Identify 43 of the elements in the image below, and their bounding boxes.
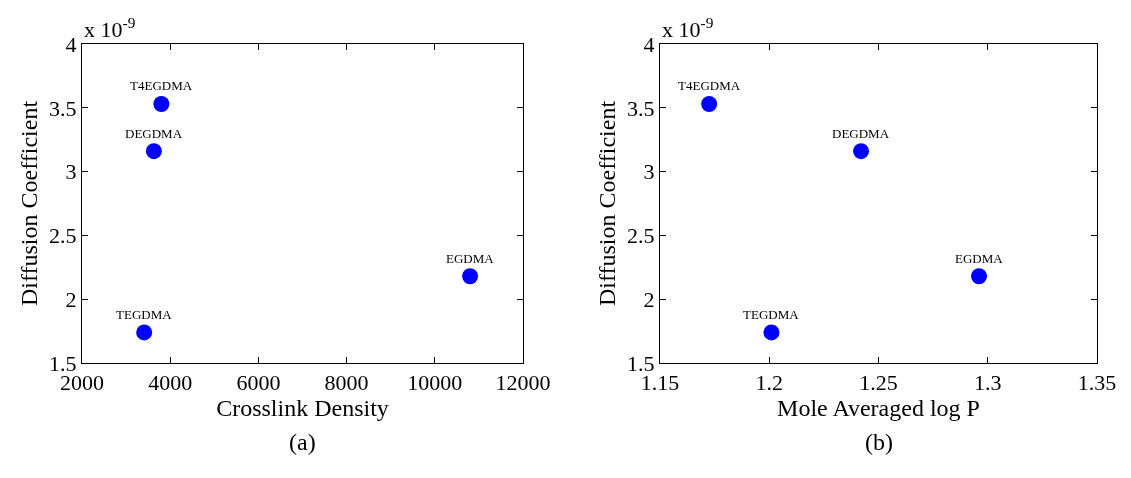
x-tick-label: 4000 — [148, 370, 193, 396]
x-tick-label: 1.3 — [974, 370, 1002, 396]
point — [701, 95, 718, 112]
x-tick-label: 1.2 — [755, 370, 783, 396]
y-tick-label: 2 — [643, 286, 655, 312]
text: x 10$^{-9}$ — [84, 14, 136, 43]
y-tick-label: 4 — [65, 31, 77, 57]
y-tick-label: 4 — [643, 31, 655, 57]
point — [853, 143, 870, 160]
annotation: DEGDMA — [125, 126, 183, 141]
y-tick-label: 3.5 — [49, 95, 77, 121]
x-tick-label: 8000 — [324, 370, 369, 396]
y-tick-label: 2 — [65, 286, 77, 312]
point — [136, 324, 153, 341]
annotation: T4EGDMA — [130, 78, 193, 93]
annotation: EGDMA — [955, 251, 1004, 266]
y-axis-title: Diffusion Coefficient — [594, 100, 621, 307]
annotation: TEGDMA — [116, 307, 173, 322]
annotation: T4EGDMA — [678, 78, 741, 93]
x-tick-label: 12000 — [495, 370, 551, 396]
x-axis-title: Mole Averaged log P — [777, 395, 980, 422]
point — [153, 95, 170, 112]
x-tick-label: 1.25 — [859, 370, 898, 396]
point — [462, 268, 479, 285]
point — [145, 143, 162, 160]
y-tick-label: 3 — [65, 159, 77, 185]
annotation: EGDMA — [446, 251, 495, 266]
point — [971, 268, 988, 285]
point — [763, 324, 780, 341]
annotation: TEGDMA — [743, 307, 800, 322]
y-tick-label: 2.5 — [49, 223, 77, 249]
x-tick-label: 10000 — [407, 370, 463, 396]
y-tick-label: 3.5 — [627, 95, 655, 121]
text: (b) — [865, 429, 893, 455]
y-tick-label: 3 — [643, 159, 655, 185]
x-tick-label: 6000 — [236, 370, 281, 396]
y-axis-title: Diffusion Coefficient — [16, 100, 43, 307]
annotation: DEGDMA — [832, 126, 890, 141]
x-axis-title: Crosslink Density — [216, 395, 389, 422]
x-tick-label: 1.35 — [1077, 370, 1117, 396]
y-tick-label: 2.5 — [627, 223, 655, 249]
text: x 10$^{-9}$ — [662, 14, 714, 43]
text: (a) — [289, 429, 316, 455]
